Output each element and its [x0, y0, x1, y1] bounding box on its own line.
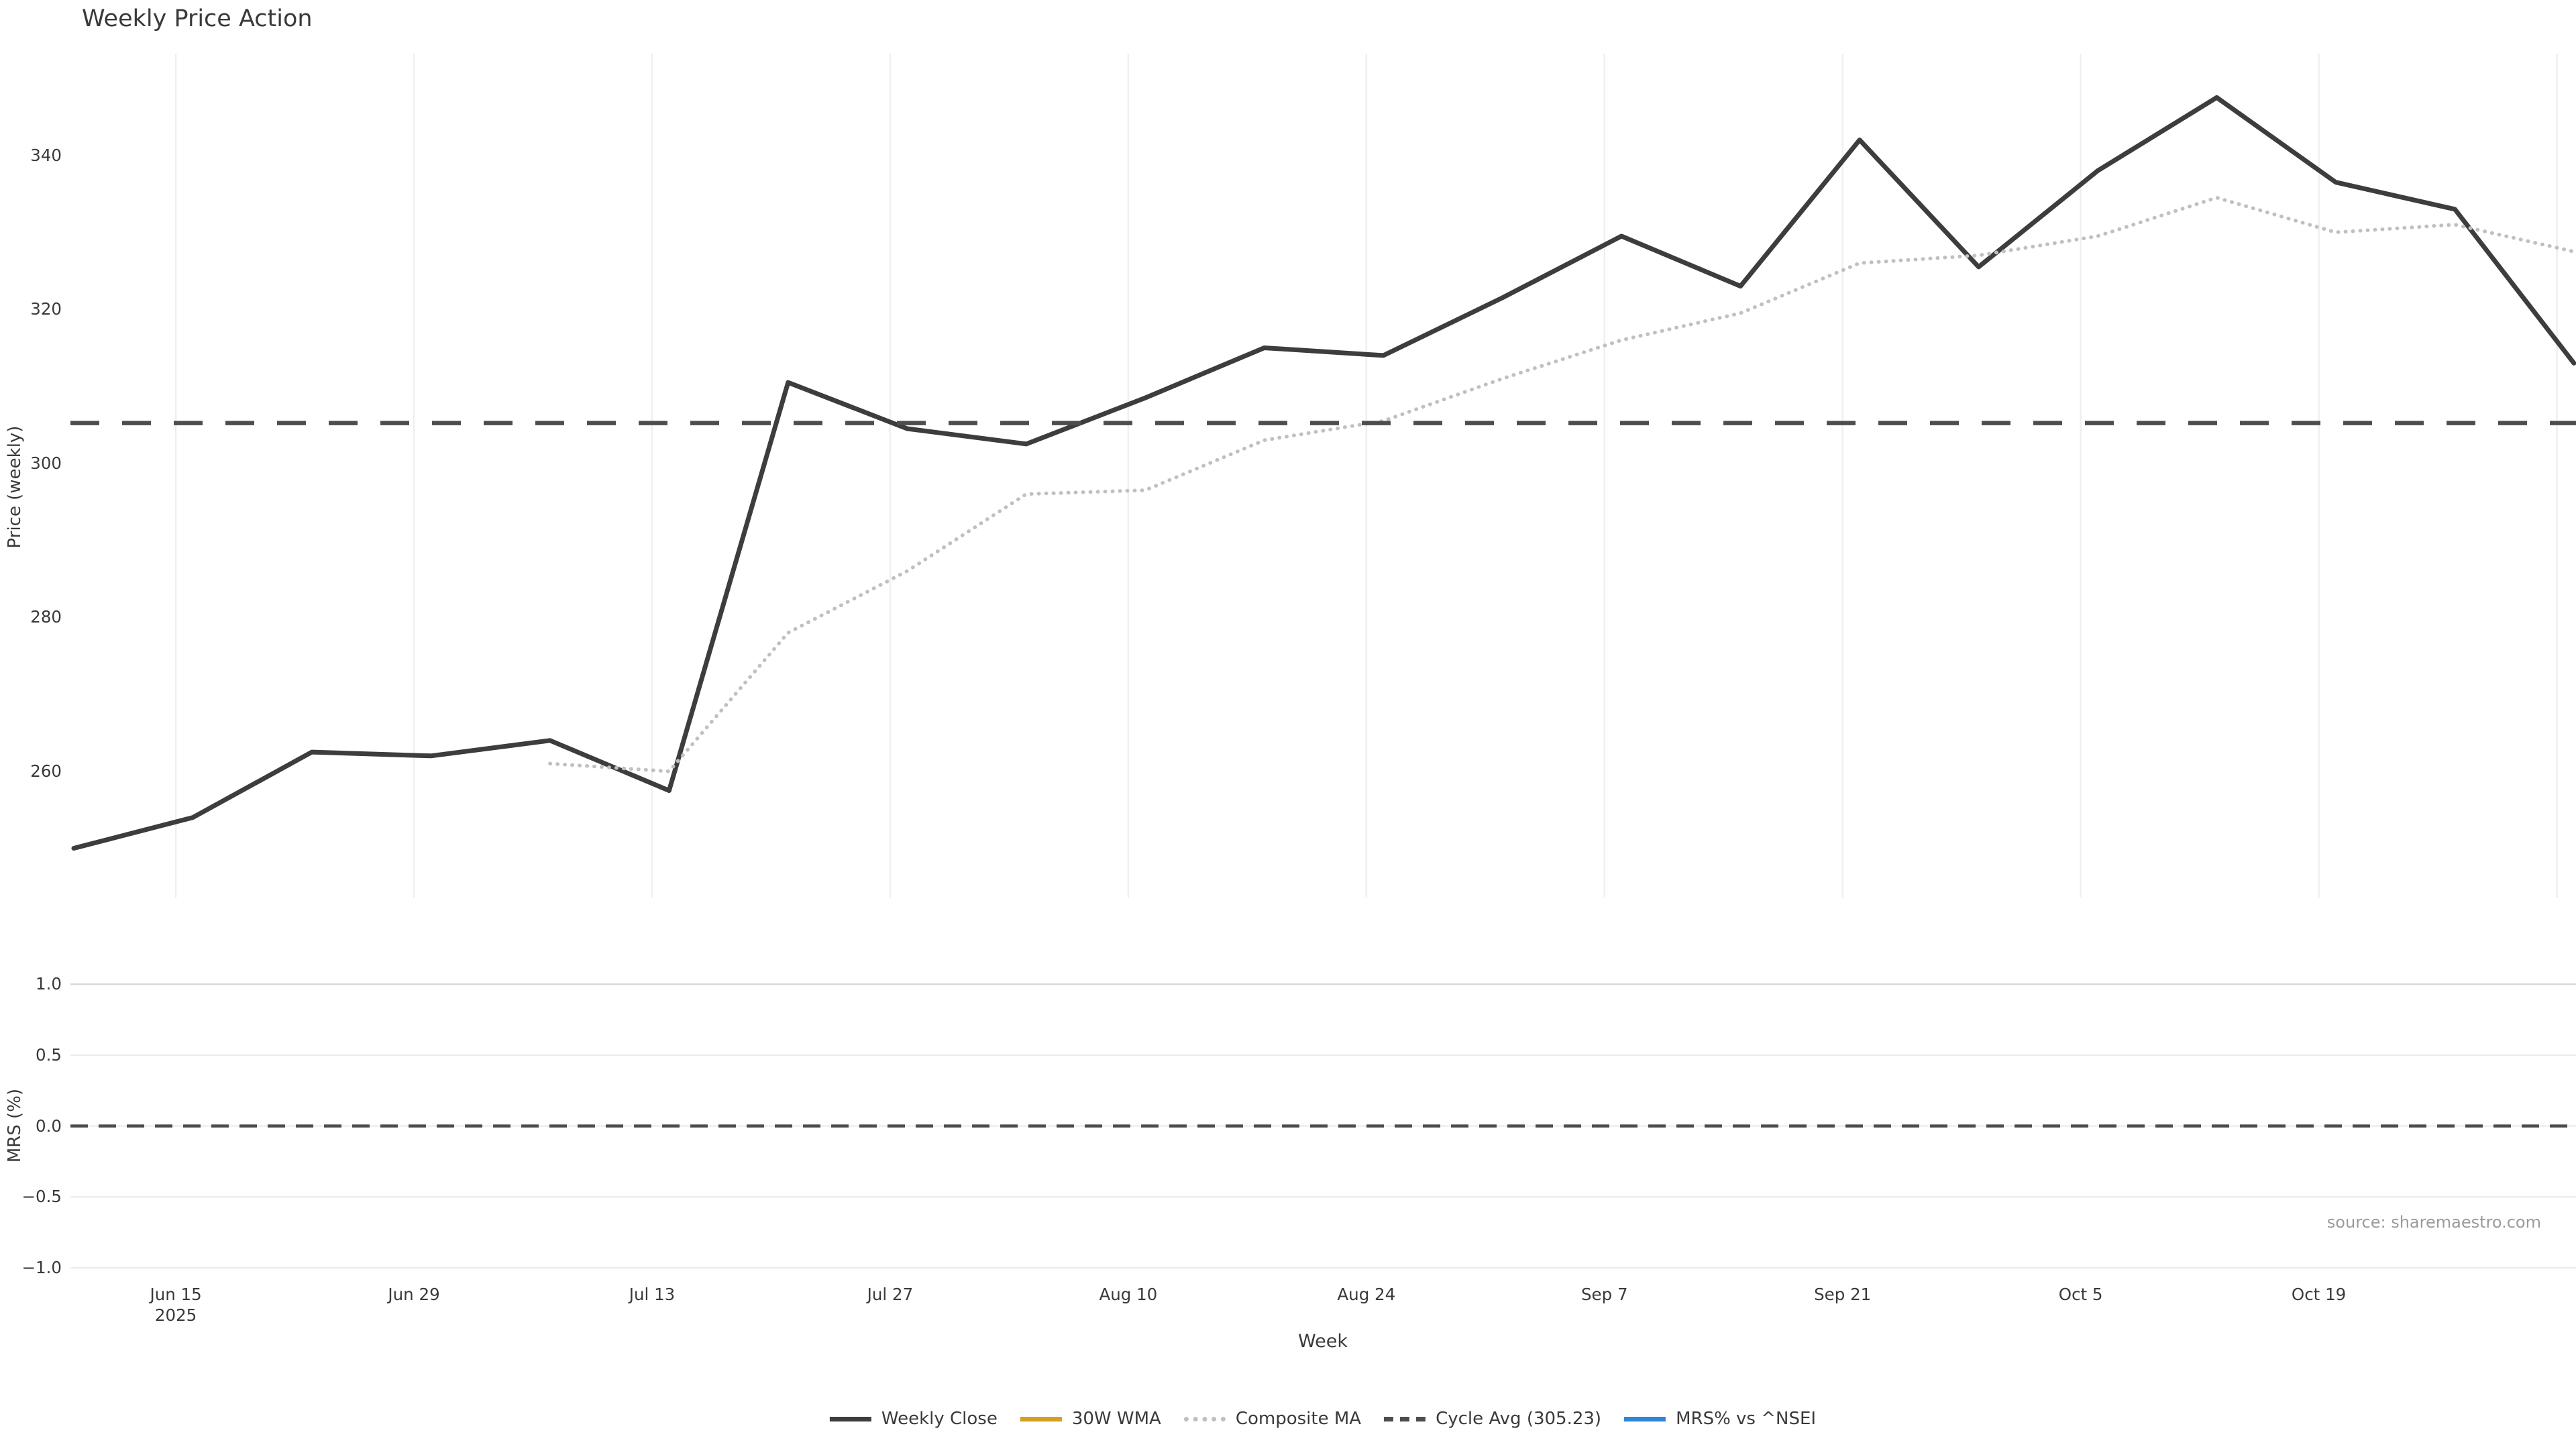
x-tick-label: Jul 13 [629, 1285, 676, 1304]
x-tick-label: Sep 21 [1814, 1285, 1872, 1304]
x-tick: Jul 27 [830, 1284, 951, 1305]
composite-ma-line [548, 195, 2576, 773]
mrs-y-tick: −1.0 [21, 1257, 62, 1277]
x-tick-label: Aug 24 [1337, 1285, 1396, 1304]
legend-label: 30W WMA [1071, 1409, 1161, 1429]
price-y-tick: 340 [30, 145, 62, 165]
legend-item: MRS% vs ^NSEI [1624, 1409, 1816, 1429]
price-y-tick: 280 [30, 607, 62, 627]
x-tick-year-label: 2025 [154, 1305, 197, 1325]
x-tick-label: Jul 27 [867, 1285, 914, 1304]
legend-swatch-solid-icon [1020, 1416, 1062, 1421]
legend: Weekly Close 30W WMA Composite MA Cycle Avg… [829, 1409, 1816, 1429]
x-tick: Jun 15 2025 [115, 1284, 236, 1326]
legend-swatch-dotted-icon [1183, 1416, 1226, 1421]
mrs-y-tick: 1.0 [36, 974, 62, 994]
x-tick-label: Sep 7 [1580, 1285, 1628, 1304]
x-tick: Oct 19 [2259, 1284, 2379, 1305]
mrs-y-tick: −0.5 [21, 1187, 62, 1207]
mrs-y-tick: 0.5 [36, 1044, 62, 1065]
legend-item: Weekly Close [829, 1409, 998, 1429]
legend-label: MRS% vs ^NSEI [1676, 1409, 1817, 1429]
price-y-tick: 260 [30, 761, 62, 781]
weekly-close-line [71, 95, 2576, 851]
legend-swatch-dashed-icon [1384, 1416, 1426, 1421]
x-tick-label: Jun 15 [150, 1285, 202, 1304]
x-tick: Aug 24 [1306, 1284, 1427, 1305]
x-tick: Jun 29 [354, 1284, 474, 1305]
price-y-tick: 320 [30, 299, 62, 319]
legend-swatch-solid-icon [829, 1416, 871, 1421]
x-tick: Jul 13 [592, 1284, 712, 1305]
source-credit: source: sharemaestro.com [2326, 1213, 2541, 1232]
mrs-y-tick: 0.0 [36, 1116, 62, 1136]
legend-label: Weekly Close [881, 1409, 998, 1429]
x-axis-label: Week [1298, 1331, 1348, 1352]
x-tick: Sep 7 [1544, 1284, 1665, 1305]
price-y-axis-label: Price (weekly) [5, 425, 25, 549]
legend-item: Composite MA [1183, 1409, 1362, 1429]
legend-label: Cycle Avg (305.23) [1436, 1409, 1602, 1429]
x-tick-label: Oct 19 [2291, 1285, 2347, 1304]
x-tick-label: Oct 5 [2058, 1285, 2103, 1304]
legend-label: Composite MA [1235, 1409, 1362, 1429]
x-tick-label: Jun 29 [388, 1285, 440, 1304]
x-tick: Aug 10 [1068, 1284, 1189, 1305]
legend-swatch-solid-icon [1624, 1416, 1666, 1421]
legend-item: 30W WMA [1020, 1409, 1161, 1429]
x-tick: Sep 21 [1782, 1284, 1903, 1305]
chart-title: Weekly Price Action [82, 5, 313, 32]
x-tick: Oct 5 [2021, 1284, 2141, 1305]
legend-item: Cycle Avg (305.23) [1384, 1409, 1601, 1429]
price-y-tick: 300 [30, 453, 62, 473]
x-tick-label: Aug 10 [1099, 1285, 1158, 1304]
